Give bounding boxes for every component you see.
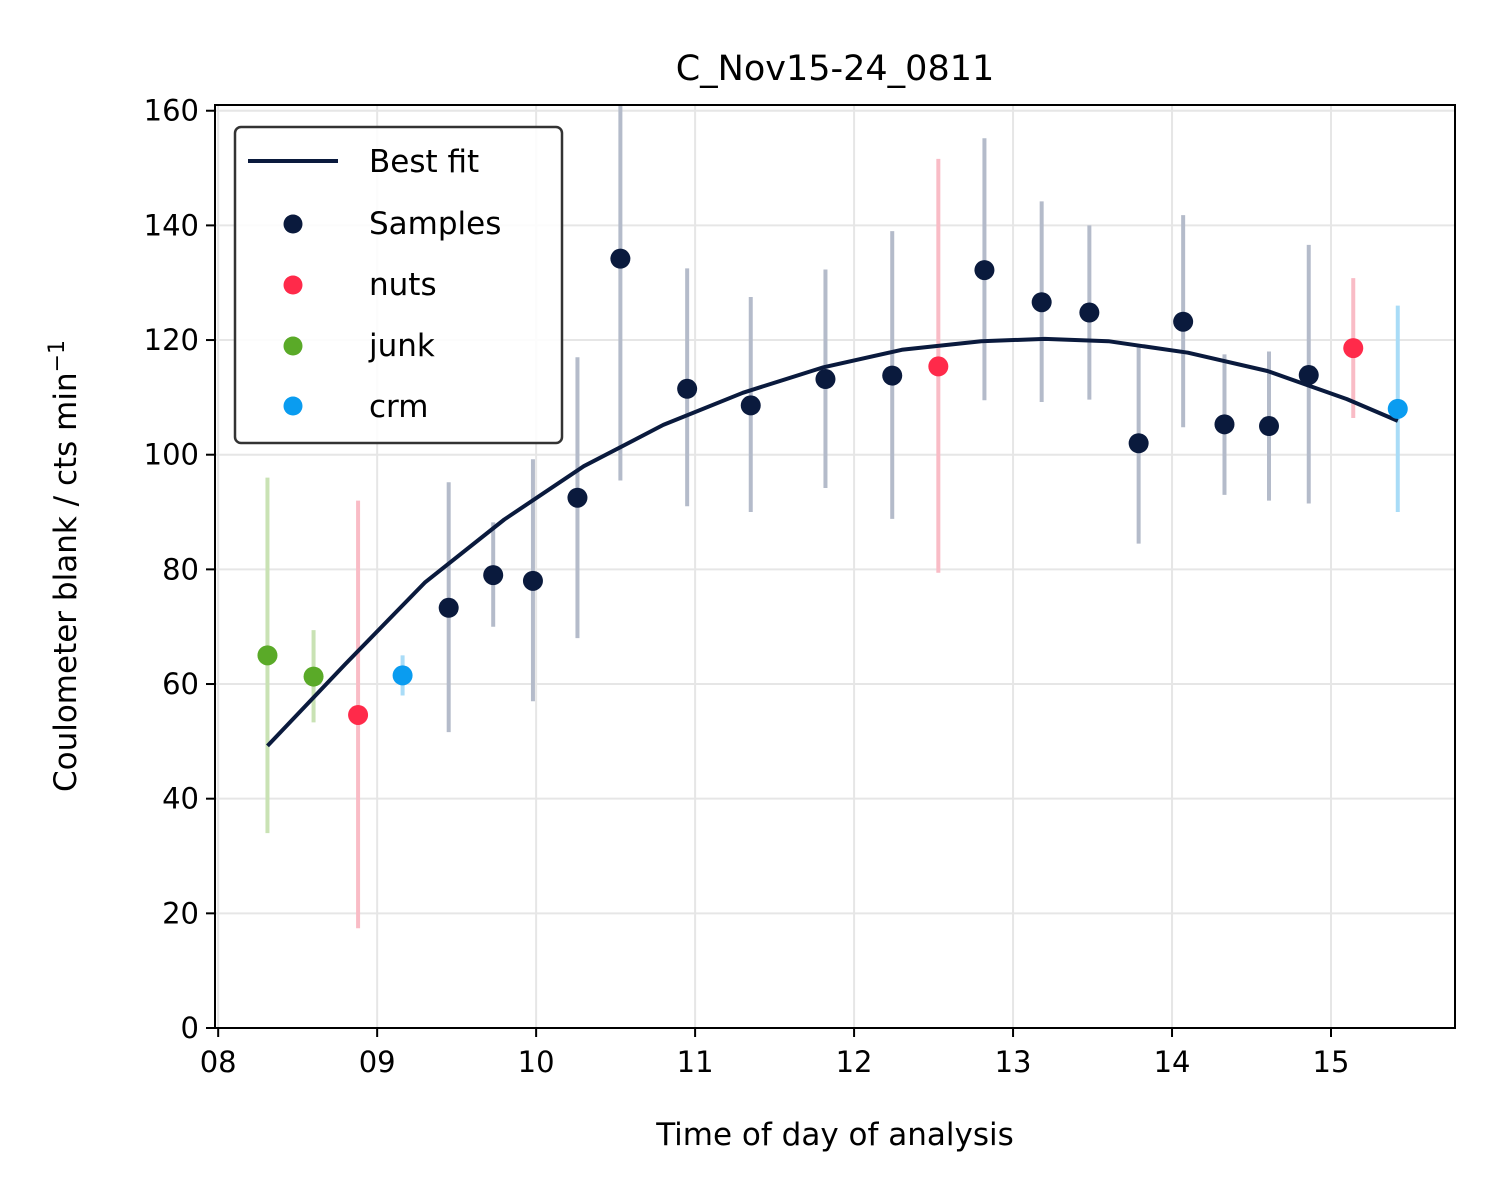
y-tick-label: 160 [144,94,199,128]
point-samples [483,565,504,586]
legend-label-samples: Samples [369,206,501,242]
point-samples [610,248,631,269]
plot-frame [214,104,1456,1029]
point-samples [740,395,761,416]
legend-label-best-fit: Best fit [369,144,479,180]
point-junk [257,645,278,666]
point-samples [567,487,588,508]
x-tick-label: 09 [359,1045,396,1079]
point-samples [1128,433,1149,454]
legend-swatch-junk [283,336,303,356]
legend-frame [233,125,564,445]
y-tick-label: 20 [162,896,199,930]
chart-title: C_Nov15-24_0811 [676,49,995,89]
point-samples [815,369,836,390]
legend-swatch-samples [283,214,303,234]
y-axis-ticks: 0 20 40 60 80 100 120 140 160 [144,94,215,1045]
x-tick-label: 15 [1313,1045,1350,1079]
point-samples [1031,292,1052,313]
x-axis-ticks: 08 09 10 11 12 13 14 15 [200,1028,1350,1079]
point-junk [303,666,324,687]
legend: Best fit Samples nuts junk crm [233,125,564,445]
point-samples [974,260,995,281]
point-nuts [348,704,369,725]
y-axis-label: Coulometer blank / cts min−1 [45,340,84,792]
point-samples [1173,311,1194,332]
x-tick-label: 14 [1154,1045,1191,1079]
legend-label-nuts: nuts [369,267,437,303]
point-samples [882,365,903,386]
point-crm [1387,398,1408,419]
point-samples [677,378,698,399]
data-points [257,248,1408,725]
y-tick-label: 140 [144,208,199,242]
legend-label-junk: junk [368,328,435,364]
best-fit-line [266,336,1399,748]
point-samples [1259,416,1279,437]
point-samples [522,570,543,591]
point-nuts [928,356,949,377]
point-crm [392,665,413,686]
best-fit [266,336,1399,748]
legend-swatch-nuts [283,275,303,295]
y-tick-label: 40 [162,782,199,816]
y-tick-label: 60 [162,667,199,701]
point-samples [1214,414,1235,435]
x-tick-label: 10 [518,1045,555,1079]
y-tick-label: 80 [162,552,199,586]
point-samples [1079,302,1100,323]
y-tick-label: 120 [144,323,199,357]
legend-swatch-crm [283,396,303,416]
point-nuts [1343,338,1364,359]
y-axis-label-main: Coulometer blank / cts min [48,372,84,792]
point-samples [1298,365,1319,386]
x-tick-label: 13 [995,1045,1032,1079]
x-tick-label: 11 [677,1045,714,1079]
point-samples [438,597,459,618]
x-tick-label: 12 [836,1045,873,1079]
x-axis-label: Time of day of analysis [655,1117,1014,1153]
y-tick-label: 100 [144,438,199,472]
y-tick-label: 0 [181,1011,199,1045]
y-axis-label-unit-exponent: −1 [45,340,70,372]
legend-label-crm: crm [369,389,428,425]
grid [215,105,1455,1029]
x-tick-label: 08 [200,1045,237,1079]
